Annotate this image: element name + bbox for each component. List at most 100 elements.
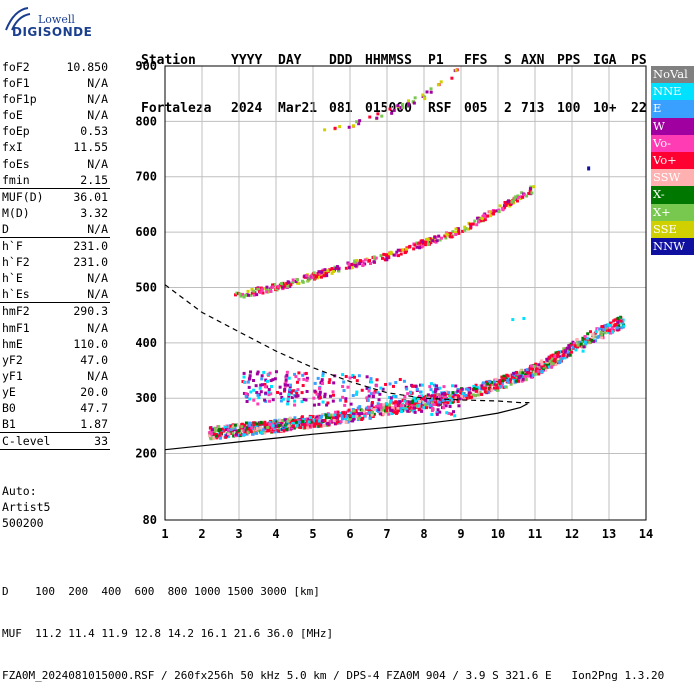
echo-point <box>490 388 494 392</box>
echo-point <box>352 411 356 415</box>
echo-point <box>348 414 352 418</box>
nne-point <box>581 349 585 353</box>
echo-point <box>358 262 362 266</box>
echo-point <box>444 404 448 408</box>
x-tick-label: 13 <box>602 527 616 541</box>
echo-point <box>399 248 403 252</box>
echo-point <box>413 410 417 414</box>
param-label: foEs <box>2 156 30 171</box>
echo-point <box>417 394 421 398</box>
echo-point <box>347 419 351 423</box>
echo-point <box>410 391 414 395</box>
echo-point <box>503 377 507 381</box>
echo-point <box>313 389 317 393</box>
echo-point <box>404 385 408 389</box>
echo-point <box>256 393 260 397</box>
echo-point <box>541 364 545 368</box>
echo-point <box>229 424 233 428</box>
param-value: N/A <box>87 156 108 171</box>
echo-point <box>598 327 602 331</box>
echo-point <box>261 428 265 432</box>
echo-point <box>399 252 403 256</box>
echo-point <box>234 432 238 436</box>
echo-point <box>514 379 518 383</box>
echo-point <box>604 324 608 328</box>
echo-point <box>430 413 434 417</box>
echo-point <box>337 269 341 273</box>
echo-point <box>457 404 461 408</box>
echo-point <box>375 384 379 388</box>
echo-point <box>357 416 361 420</box>
echo-point <box>398 404 402 408</box>
param-row: foEs N/A <box>0 156 110 172</box>
echo-point <box>371 394 375 398</box>
echo-point <box>421 405 425 409</box>
legend-entry: NNE <box>651 83 694 101</box>
echo-point <box>504 375 508 379</box>
echo-point <box>281 281 285 285</box>
echo-point <box>332 269 336 273</box>
echo-point <box>286 383 290 387</box>
echo-point <box>521 371 525 375</box>
echo-point <box>306 426 310 430</box>
echo-point <box>580 340 584 344</box>
echo-point <box>425 406 429 410</box>
echo-point <box>246 293 250 297</box>
echo-point <box>447 394 451 398</box>
header-val-2: Mar21 <box>278 101 318 116</box>
echo-point <box>309 417 313 421</box>
echo-point <box>431 239 435 243</box>
echo-point <box>249 390 253 394</box>
header-val-0: Fortaleza <box>141 101 212 116</box>
echo-point <box>567 346 571 350</box>
echo-point <box>429 90 433 94</box>
echo-point <box>268 423 272 427</box>
param-row: yF1 N/A <box>0 368 110 384</box>
echo-point <box>506 374 510 378</box>
echo-point <box>406 409 410 413</box>
echo-point <box>486 214 490 218</box>
echo-point <box>429 87 433 91</box>
echo-point <box>596 335 600 339</box>
echo-point <box>521 377 525 381</box>
echo-point <box>480 392 484 396</box>
echo-point <box>402 409 406 413</box>
echo-point <box>411 402 415 406</box>
echo-point <box>376 402 380 406</box>
echo-point <box>227 432 231 436</box>
echo-point <box>361 260 365 264</box>
echo-point <box>302 377 306 381</box>
echo-point <box>358 259 362 263</box>
echo-point <box>244 421 248 425</box>
echo-point <box>320 421 324 425</box>
echo-point <box>363 414 367 418</box>
echo-point <box>547 365 551 369</box>
echo-point <box>352 124 356 128</box>
echo-point <box>351 414 355 418</box>
echo-point <box>472 393 476 397</box>
echo-point <box>438 238 442 242</box>
header-col-8: AXN <box>521 53 545 68</box>
echo-point <box>436 408 440 412</box>
echo-point <box>414 384 418 388</box>
echo-point <box>305 274 309 278</box>
echo-point <box>263 382 267 386</box>
echo-point <box>621 321 625 325</box>
param-label: foEp <box>2 124 30 139</box>
echo-point <box>521 195 525 199</box>
echo-point <box>214 434 218 438</box>
echo-point <box>369 377 373 381</box>
echo-point <box>464 387 468 391</box>
echo-point <box>442 400 446 404</box>
echo-point <box>456 389 460 393</box>
echo-point <box>217 434 221 438</box>
echo-point <box>434 398 438 402</box>
echo-point <box>394 407 398 411</box>
echo-point <box>328 268 332 272</box>
echo-point <box>424 398 428 402</box>
param-row: foE N/A <box>0 107 110 123</box>
echo-point <box>305 376 309 380</box>
echo-point <box>590 338 594 342</box>
footer-info: D 100 200 400 600 800 1000 1500 3000 [km… <box>2 557 664 697</box>
echo-point <box>271 283 275 287</box>
